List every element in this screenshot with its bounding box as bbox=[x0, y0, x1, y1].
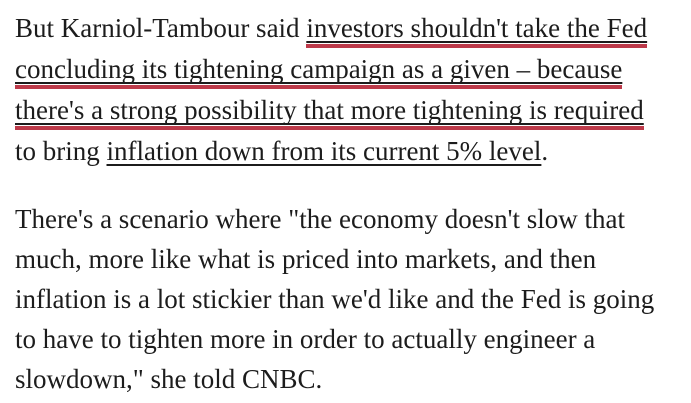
paragraph-fed-tightening: But Karniol-Tambour said investors shoul… bbox=[15, 8, 665, 172]
link-inflation-level[interactable]: inflation down from its current 5% level bbox=[106, 136, 542, 166]
text-run-intro: But Karniol-Tambour said bbox=[15, 13, 307, 43]
link-fed-tightening[interactable]: investors shouldn't take the Fed conclud… bbox=[15, 13, 648, 130]
paragraph-scenario-quote: There's a scenario where "the economy do… bbox=[15, 204, 655, 394]
text-run-period: . bbox=[541, 136, 549, 166]
text-run-middle: to bring bbox=[15, 136, 107, 166]
